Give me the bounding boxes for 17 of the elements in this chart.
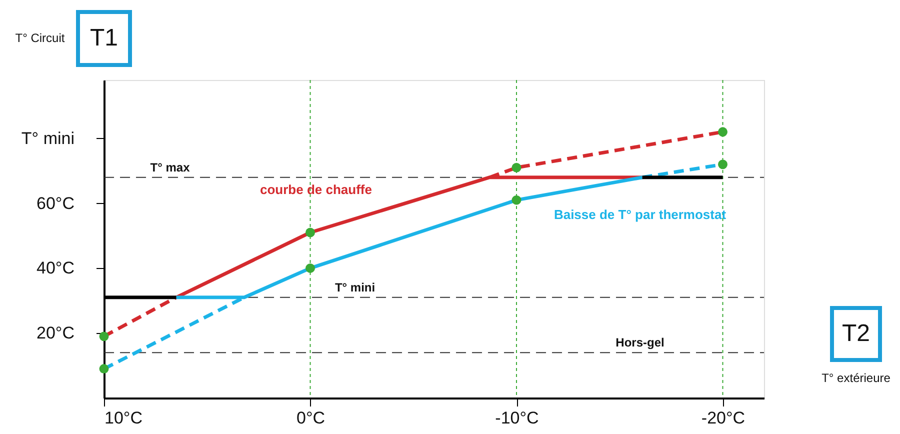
ref-line-label: Hors-gel xyxy=(616,336,664,350)
y-tick-label: 20°C xyxy=(36,324,74,343)
text: T1 xyxy=(90,24,118,52)
x-axis-title: T° extérieure xyxy=(822,371,891,385)
y-tick-label: 60°C xyxy=(36,194,74,213)
y-axis-title: T° Circuit xyxy=(15,31,66,45)
x-tick-label: 10°C xyxy=(104,408,142,428)
text: T2 xyxy=(842,320,870,347)
x-tick-label: -10°C xyxy=(495,408,539,428)
y-tick-label: 40°C xyxy=(36,258,74,278)
ref-line-label: T° mini xyxy=(334,280,376,294)
series-label: Baisse de T° par thermostat xyxy=(554,207,727,222)
x-tick-label: 0°C xyxy=(296,408,326,428)
series-label: courbe de chauffe xyxy=(260,182,372,197)
x-tick-label: -20°C xyxy=(701,408,746,428)
ref-line-label: T° max xyxy=(150,160,190,174)
y-tick-label: T° mini xyxy=(21,128,74,148)
